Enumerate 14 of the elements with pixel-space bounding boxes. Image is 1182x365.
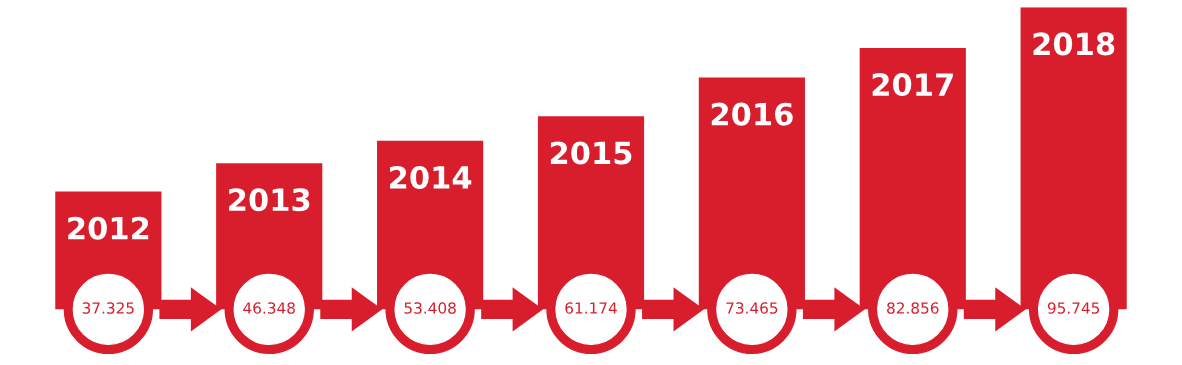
x-tick-label: 2014 [390,165,472,190]
data-label: 46.348 [243,302,295,314]
x-tick-label: 2017 [872,72,953,97]
x-tick-label: 2012 [68,216,149,240]
data-label: 82.856 [887,302,939,314]
x-tick-label: 2016 [711,102,793,126]
data-label: 73.465 [726,302,778,314]
x-tick-label: 2018 [1033,32,1115,56]
x-tick-label: 2013 [229,188,310,212]
data-label: 61.174 [565,302,617,314]
x-tick-label: 2015 [550,141,632,165]
data-label: 37.325 [82,302,134,314]
data-label: 53.408 [404,302,456,314]
data-label: 95.745 [1047,302,1100,314]
